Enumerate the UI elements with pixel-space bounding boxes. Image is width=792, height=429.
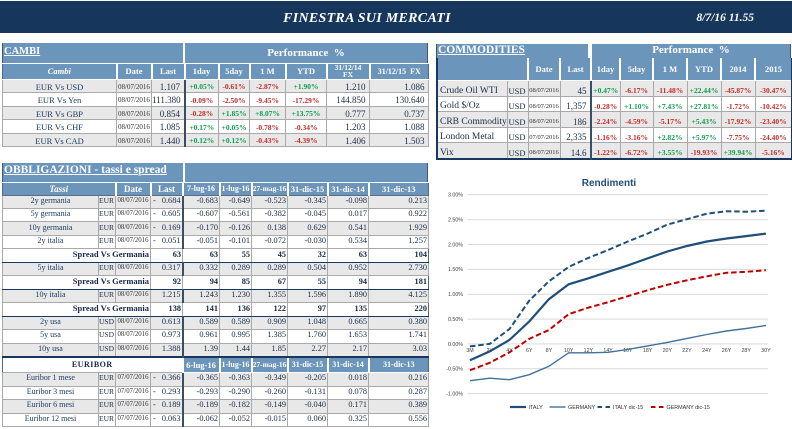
svg-text:8Y: 8Y bbox=[546, 348, 553, 354]
svg-text:30Y: 30Y bbox=[761, 348, 771, 354]
svg-text:22Y: 22Y bbox=[682, 348, 692, 354]
svg-text:1.00%: 1.00% bbox=[448, 292, 463, 298]
svg-text:ITALY dic-15: ITALY dic-15 bbox=[613, 405, 643, 411]
svg-text:GERMANY dic-15: GERMANY dic-15 bbox=[667, 405, 710, 411]
svg-text:ITALY: ITALY bbox=[529, 405, 544, 411]
svg-text:10Y: 10Y bbox=[564, 348, 574, 354]
svg-text:16Y: 16Y bbox=[623, 348, 633, 354]
svg-text:3M: 3M bbox=[466, 348, 473, 354]
svg-text:26Y: 26Y bbox=[722, 348, 732, 354]
svg-text:GERMANY: GERMANY bbox=[568, 405, 596, 411]
svg-text:12Y: 12Y bbox=[584, 348, 594, 354]
svg-text:0.00%: 0.00% bbox=[448, 342, 463, 348]
svg-text:Rendimenti: Rendimenti bbox=[582, 178, 637, 189]
svg-text:20Y: 20Y bbox=[663, 348, 673, 354]
svg-text:2.50%: 2.50% bbox=[448, 218, 463, 224]
svg-text:0.50%: 0.50% bbox=[448, 317, 463, 323]
svg-text:6Y: 6Y bbox=[526, 348, 533, 354]
svg-text:18Y: 18Y bbox=[643, 348, 653, 354]
svg-text:3.00%: 3.00% bbox=[448, 193, 463, 199]
svg-text:14Y: 14Y bbox=[603, 348, 613, 354]
svg-text:24Y: 24Y bbox=[702, 348, 712, 354]
svg-text:2.00%: 2.00% bbox=[448, 242, 463, 248]
svg-text:28Y: 28Y bbox=[741, 348, 751, 354]
svg-text:1.50%: 1.50% bbox=[448, 267, 463, 273]
svg-text:-1.00%: -1.00% bbox=[446, 392, 463, 398]
svg-text:-0.50%: -0.50% bbox=[446, 367, 463, 373]
